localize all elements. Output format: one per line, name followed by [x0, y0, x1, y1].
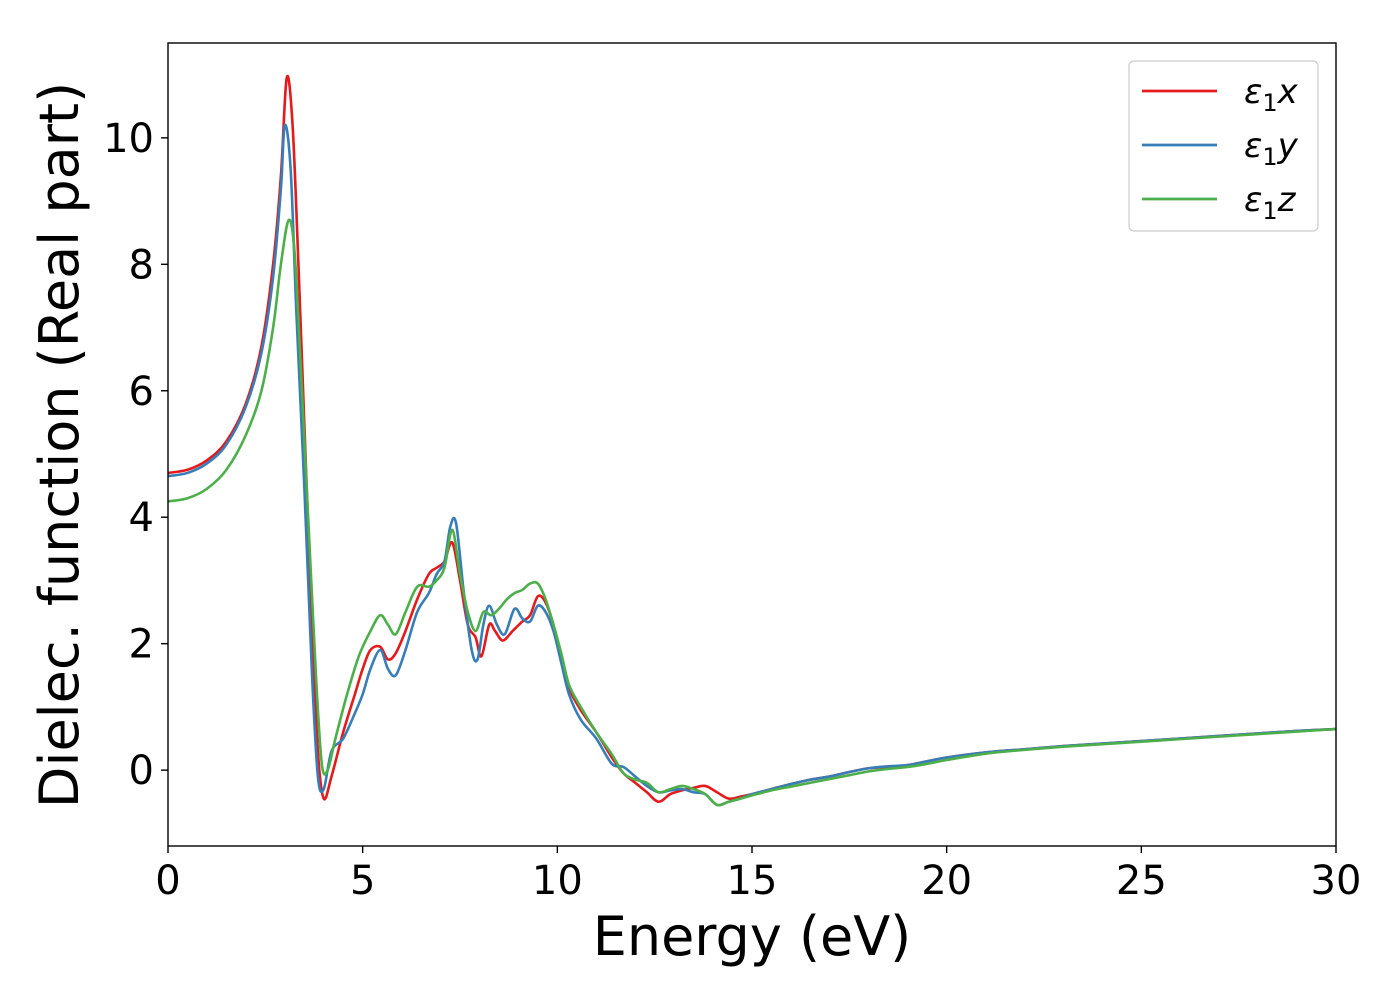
y-tick-label: 6 [129, 369, 154, 415]
x-axis: 0 5 10 15 20 25 30 [155, 846, 1361, 904]
y-axis: 0 2 4 6 8 10 [103, 116, 168, 794]
y-tick-label: 2 [129, 622, 154, 668]
legend: ε1x ε1y ε1z [1128, 60, 1319, 232]
x-tick-label: 5 [350, 858, 375, 904]
y-tick-label: 4 [129, 495, 154, 541]
x-axis-label: Energy (eV) [593, 905, 912, 968]
x-tick-label: 25 [1116, 858, 1167, 904]
series-line-y [168, 123, 1336, 807]
y-tick-label: 10 [103, 116, 154, 162]
x-tick-label: 0 [155, 858, 180, 904]
x-tick-label: 20 [921, 858, 972, 904]
series-layer [168, 74, 1336, 807]
legend-label-z: ε1z [1244, 180, 1297, 225]
legend-label-x: ε1x [1244, 72, 1299, 117]
y-axis-label: Dielec. function (Real part) [28, 82, 91, 808]
legend-label-y: ε1y [1244, 126, 1299, 171]
x-tick-label: 10 [532, 858, 583, 904]
y-tick-label: 8 [129, 242, 154, 288]
y-tick-label: 0 [129, 748, 154, 794]
x-tick-label: 30 [1311, 858, 1362, 904]
x-tick-label: 15 [727, 858, 778, 904]
series-line-z [168, 218, 1336, 807]
legend-box [1128, 60, 1319, 232]
